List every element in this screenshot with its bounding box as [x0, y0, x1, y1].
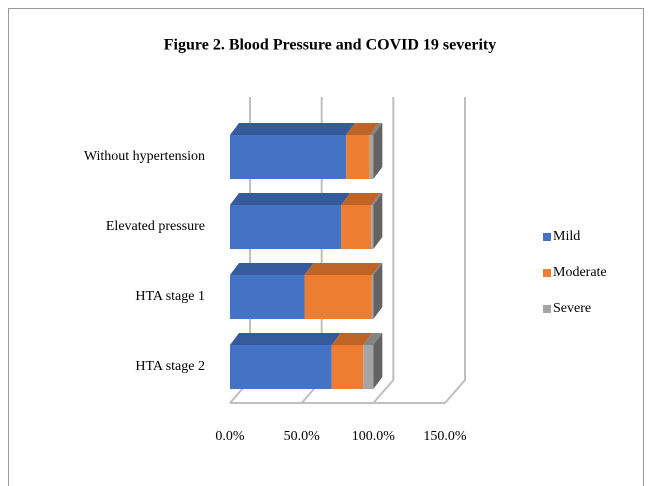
- bar: [304, 275, 372, 319]
- grid-line: [372, 97, 395, 404]
- grid-line: [444, 97, 466, 404]
- x-tick-label: 100.0%: [352, 429, 396, 444]
- bar: [230, 345, 332, 389]
- x-tick-label: 50.0%: [284, 429, 321, 444]
- bar-top: [304, 263, 381, 275]
- legend-swatch: [543, 305, 551, 313]
- legend-swatch: [543, 233, 551, 241]
- bar: [331, 345, 364, 389]
- bar-side: [373, 123, 383, 179]
- bar: [346, 135, 370, 179]
- bar: [230, 205, 342, 249]
- bar-top: [371, 193, 383, 205]
- bar: [369, 135, 374, 179]
- bar: [341, 205, 372, 249]
- bar-top: [371, 263, 383, 275]
- bar-top: [369, 123, 383, 135]
- bar-side: [373, 333, 383, 389]
- legend-label: Moderate: [553, 265, 607, 280]
- y-tick-label: Elevated pressure: [106, 219, 205, 234]
- bar-top: [230, 333, 341, 345]
- bar-side: [373, 193, 383, 249]
- legend-label: Severe: [553, 301, 591, 316]
- bar-top: [230, 263, 314, 275]
- bar-top: [346, 123, 379, 135]
- y-tick-label: HTA stage 2: [135, 359, 205, 374]
- legend-label: Mild: [553, 229, 580, 244]
- bar: [371, 205, 374, 249]
- bar-top: [363, 333, 383, 345]
- chart-title: Figure 2. Blood Pressure and COVID 19 se…: [164, 37, 496, 54]
- x-tick-label: 0.0%: [215, 429, 245, 444]
- bar: [230, 275, 305, 319]
- y-tick-label: Without hypertension: [84, 149, 205, 164]
- legend-swatch: [543, 269, 551, 277]
- bar: [371, 275, 374, 319]
- bar-top: [341, 193, 381, 205]
- bar-top: [230, 123, 356, 135]
- bar-side: [373, 263, 383, 319]
- y-tick-label: HTA stage 1: [135, 289, 205, 304]
- bar-top: [331, 333, 373, 345]
- bar: [230, 135, 347, 179]
- bar: [363, 345, 374, 389]
- x-tick-label: 150.0%: [423, 429, 467, 444]
- bar-top: [230, 193, 351, 205]
